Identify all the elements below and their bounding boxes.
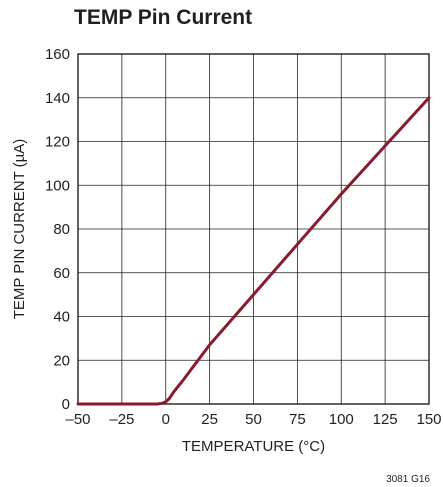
x-tick-label: 125 <box>373 411 398 428</box>
x-tick-label: 75 <box>289 411 306 428</box>
y-tick-label: 0 <box>62 396 70 413</box>
y-axis-ticks: 0 20 40 60 80 100 120 140 160 <box>45 46 70 413</box>
series-line <box>76 96 431 406</box>
x-axis-title: TEMPERATURE (°C) <box>182 438 325 455</box>
plot-frame <box>77 53 430 405</box>
y-tick-label: 40 <box>53 309 70 326</box>
y-tick-label: 140 <box>45 90 70 107</box>
x-tick-label: 150 <box>416 411 441 428</box>
x-tick-label: 50 <box>245 411 262 428</box>
grid <box>77 53 430 405</box>
x-tick-label: 100 <box>329 411 354 428</box>
y-tick-label: 60 <box>53 265 70 282</box>
x-tick-label: –50 <box>65 411 90 428</box>
y-tick-label: 120 <box>45 134 70 151</box>
x-tick-label: 25 <box>201 411 218 428</box>
y-axis-title: TEMP PIN CURRENT (µA) <box>11 139 28 320</box>
y-tick-label: 100 <box>45 177 70 194</box>
figure-id: 3081 G16 <box>386 474 430 485</box>
x-tick-label: 0 <box>162 411 170 428</box>
x-tick-label: –25 <box>109 411 134 428</box>
y-tick-label: 160 <box>45 46 70 63</box>
y-tick-label: 80 <box>53 221 70 238</box>
x-axis-ticks: –50 –25 0 25 50 75 100 125 150 <box>65 411 441 428</box>
y-tick-label: 20 <box>53 352 70 369</box>
chart-title: TEMP Pin Current <box>74 6 253 29</box>
